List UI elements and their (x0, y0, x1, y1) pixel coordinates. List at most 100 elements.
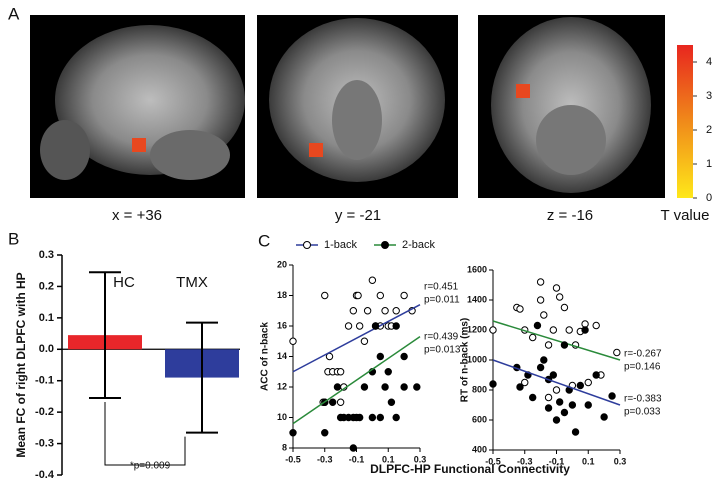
colorbar (677, 45, 693, 198)
scatter-point (549, 371, 558, 379)
x-tick-label: 0.3 (614, 456, 627, 466)
scatter-point (413, 383, 421, 391)
colorbar-tick-label: 3 (706, 90, 712, 102)
x-tick-label: 0.1 (382, 454, 395, 464)
scatter-point (536, 363, 545, 372)
scatter-point (371, 322, 380, 330)
annotation: *p=0.009 (130, 461, 171, 472)
y-tick-label: 8 (282, 442, 287, 452)
scatter-point (540, 311, 548, 319)
x-tick-label: -0.3 (517, 456, 533, 466)
scatter-point (376, 291, 385, 300)
slice-label: x = +36 (112, 207, 162, 224)
y-tick-label: 0.2 (39, 280, 54, 292)
scatter-point (540, 356, 548, 364)
scatter-point (384, 368, 392, 376)
scatter-point (381, 307, 389, 315)
y-tick-label: 1200 (467, 324, 487, 334)
stat-label: r=0.439 (424, 331, 459, 342)
brain-sagittal (30, 15, 245, 198)
x-tick-label: -0.3 (317, 454, 333, 464)
stat-label: p=0.013 (424, 344, 461, 355)
brain-coronal (257, 15, 458, 198)
y-tick-label: 600 (472, 414, 487, 424)
scatter-point (387, 398, 396, 406)
scatter-point (333, 383, 342, 391)
y-tick-label: -0.2 (35, 406, 54, 418)
scatter-point (613, 348, 621, 357)
colorbar-tick-label: 4 (706, 56, 712, 68)
scatter-point (489, 380, 497, 388)
scatter-point (349, 307, 358, 315)
y-tick-label: -0.3 (35, 437, 54, 449)
scatter-point (363, 307, 372, 315)
y-tick-label: 800 (472, 384, 487, 394)
scatter-point (489, 326, 497, 334)
scatter-point (392, 307, 400, 315)
scatter-point (400, 383, 408, 391)
scatter-point (576, 381, 585, 390)
scatter-point (376, 352, 385, 361)
slice-label: z = -16 (547, 207, 593, 224)
y-tick-label: 0.3 (39, 249, 54, 261)
legend-label: 2-back (402, 239, 436, 251)
panel-label: A (8, 4, 20, 23)
legend-marker (303, 241, 311, 249)
y-tick-label: 12 (277, 381, 287, 391)
regression-line (292, 336, 421, 425)
x-tick-label: -0.5 (485, 456, 501, 466)
y-tick-label: 1600 (467, 264, 487, 274)
legend-label: 1-back (324, 239, 358, 251)
y-axis-label: Mean FC of right DLPFC with HP (14, 272, 28, 457)
x-axis-label: DLPFC-HP Functional Connectivity (370, 462, 570, 476)
scatter-point (368, 413, 377, 422)
scatter-point (521, 378, 529, 387)
scatter-point (536, 296, 545, 304)
stat-label: p=0.033 (624, 407, 661, 418)
scatter-point (400, 291, 408, 300)
scatter-point (328, 398, 337, 406)
stat-label: r=0.451 (424, 281, 459, 292)
scatter-point (592, 371, 600, 379)
scatter-point (368, 276, 377, 284)
scatter-point (360, 383, 369, 391)
scatter-point (584, 401, 592, 409)
colorbar-label: T value (661, 207, 710, 224)
scatter-point (354, 291, 362, 300)
colorbar-tick-label: 1 (706, 158, 712, 170)
stat-label: r=-0.267 (624, 349, 662, 360)
x-tick-label: 0.1 (582, 456, 595, 466)
scatter-point (560, 303, 569, 312)
scatter-point (555, 293, 564, 301)
y-axis-label: RT of n-back (ms) (460, 318, 471, 402)
legend-marker (381, 241, 389, 249)
scatter-point (376, 413, 385, 422)
slice-label: y = -21 (335, 207, 381, 224)
scatter-point (552, 284, 561, 292)
y-tick-label: 20 (277, 259, 287, 269)
y-tick-label: -0.4 (35, 469, 55, 481)
scatter-point (516, 383, 524, 391)
scatter-point (549, 326, 558, 334)
scatter-point (544, 341, 553, 349)
scatter-point (392, 413, 400, 422)
stat-label: p=0.146 (624, 362, 661, 373)
scatter-point (552, 386, 561, 394)
scatter-point (381, 383, 389, 391)
scatter-point (321, 429, 329, 437)
regression-line (292, 303, 421, 373)
scatter-point (608, 392, 616, 400)
scatter-point (336, 368, 345, 376)
significance-bracket (104, 402, 186, 466)
scatter-point (528, 393, 537, 402)
y-tick-label: 16 (277, 320, 287, 330)
scatter-point (355, 322, 364, 330)
x-tick-label: -0.1 (349, 454, 365, 464)
y-tick-label: 1000 (467, 354, 487, 364)
scatter-point (344, 322, 353, 330)
scatter-point (568, 401, 577, 409)
regression-line (492, 320, 621, 361)
colorbar-tick-label: 0 (706, 192, 712, 204)
y-tick-label: -0.1 (35, 375, 54, 387)
